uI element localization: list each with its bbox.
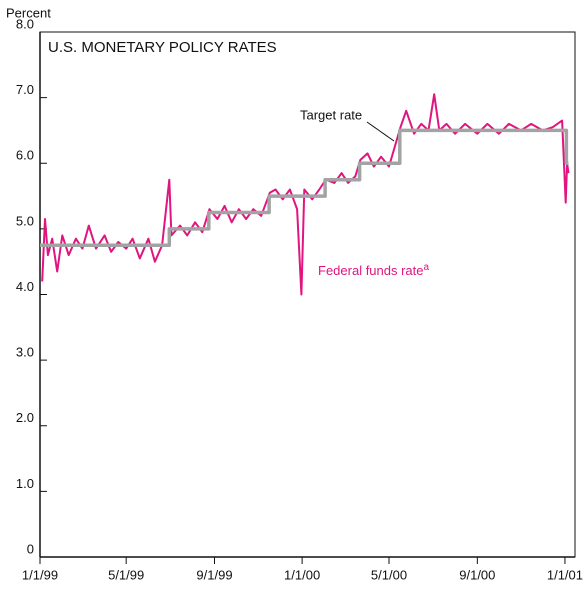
funds-annotation: Federal funds ratea — [318, 262, 430, 279]
target-annotation: Target rate — [300, 107, 362, 122]
funds-label: Federal funds rate — [318, 263, 424, 278]
x-tick-label: 9/1/99 — [196, 567, 232, 582]
y-tick-label: 8.0 — [16, 16, 34, 31]
y-tick-label: 5.0 — [16, 213, 34, 228]
y-tick-label: 1.0 — [16, 476, 34, 491]
y-tick-label: 4.0 — [16, 279, 34, 294]
x-tick-label: 1/1/00 — [284, 567, 320, 582]
leader-line — [366, 121, 395, 142]
x-tick-label: 1/1/99 — [22, 567, 58, 582]
chart-title: U.S. MONETARY POLICY RATES — [48, 39, 277, 56]
y-tick-label: 7.0 — [16, 82, 34, 97]
x-tick-label: 5/1/00 — [371, 567, 407, 582]
funds-note: a — [424, 262, 430, 273]
x-tick-label: 1/1/01 — [547, 567, 583, 582]
y-tick-label: 3.0 — [16, 345, 34, 360]
y-axis-label: Percent — [6, 5, 51, 20]
y-tick-label: 0 — [27, 541, 34, 556]
series-line — [41, 93, 570, 296]
series-line — [40, 128, 569, 248]
y-tick-label: 2.0 — [16, 410, 34, 425]
x-tick-label: 9/1/00 — [459, 567, 495, 582]
y-tick-label: 6.0 — [16, 148, 34, 163]
x-tick-label: 5/1/99 — [108, 567, 144, 582]
